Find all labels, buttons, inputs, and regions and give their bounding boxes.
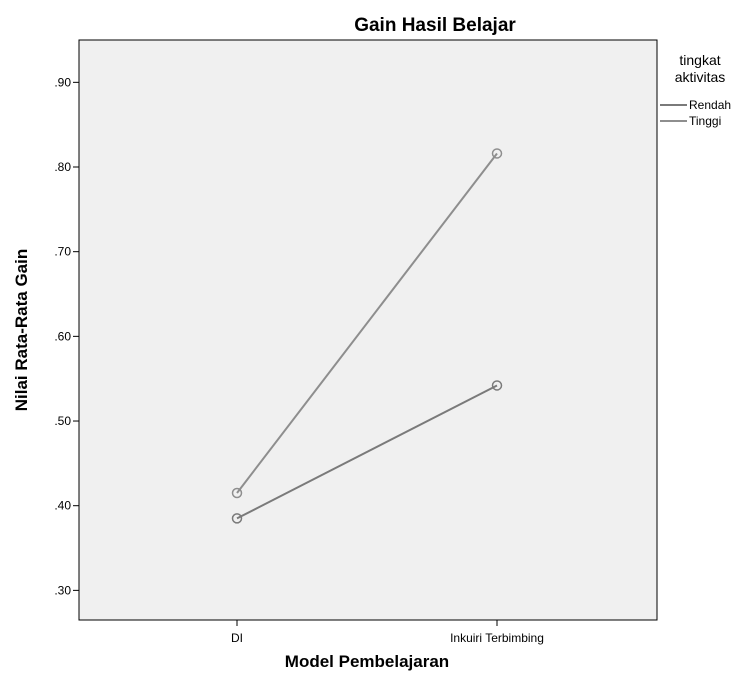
plot-area [78, 39, 658, 621]
series-line-tinggi [236, 152, 498, 494]
y-tick-label: .80 [54, 160, 71, 174]
y-tick-label: .30 [54, 583, 71, 597]
legend: tingkat aktivitas Rendah Tinggi [660, 52, 731, 128]
x-tick-label: Inkuiri Terbimbing [450, 631, 544, 645]
y-tick-label: .50 [54, 414, 71, 428]
data-point-tinggi [491, 148, 503, 159]
chart-title: Gain Hasil Belajar [354, 15, 516, 36]
data-point-rendah [231, 513, 243, 524]
series-layer [231, 148, 503, 524]
x-axis: DI Inkuiri Terbimbing [231, 620, 544, 645]
y-axis: .30 .40 .50 .60 .70 .80 .90 [54, 75, 79, 597]
data-point-tinggi [231, 487, 243, 499]
y-axis-title: Nilai Rata-Rata Gain [12, 249, 31, 412]
legend-label-rendah: Rendah [689, 98, 731, 112]
y-tick-label: .90 [54, 75, 71, 89]
legend-title-line-1: tingkat [679, 52, 720, 68]
y-tick-label: .60 [54, 329, 71, 343]
data-point-rendah [491, 380, 503, 391]
x-tick-label: DI [231, 631, 243, 645]
legend-label-tinggi: Tinggi [689, 114, 721, 128]
x-axis-title: Model Pembelajaran [285, 652, 449, 671]
series-line-rendah [236, 384, 498, 520]
y-tick-label: .40 [54, 499, 71, 513]
legend-title-line-2: aktivitas [675, 69, 726, 85]
y-tick-label: .70 [54, 245, 71, 259]
